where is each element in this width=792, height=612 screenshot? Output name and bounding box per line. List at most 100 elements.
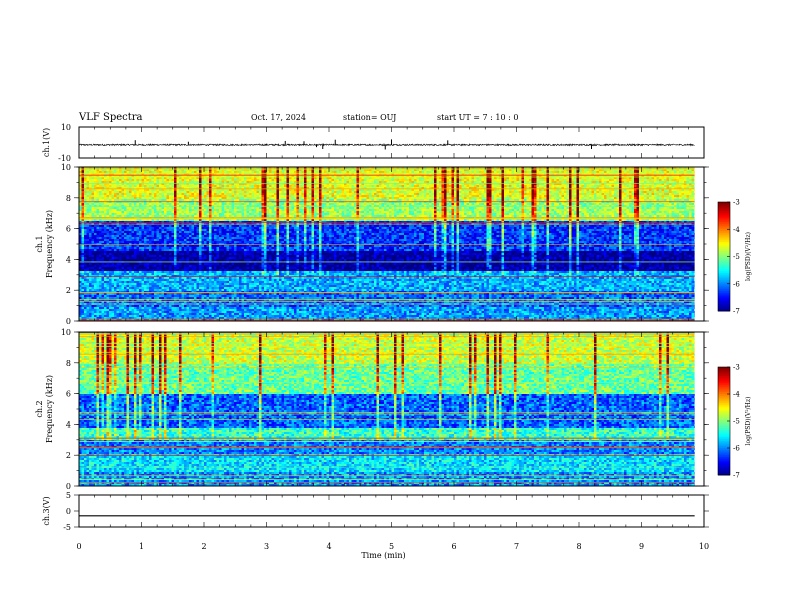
spectrogram-cell [147, 239, 150, 241]
spectrogram-cell [147, 209, 150, 211]
spectrogram-cell [187, 277, 190, 279]
spectrogram-cell [97, 293, 100, 295]
spectrogram-cell [162, 181, 165, 183]
spectrogram-cell [97, 209, 100, 211]
spectrogram-cell [127, 265, 130, 267]
spectrogram-cell [192, 241, 195, 243]
spectrogram-cell [132, 199, 135, 201]
spectrogram-cell [87, 197, 90, 199]
spectrogram-cell [194, 191, 197, 193]
spectrogram-cell [192, 199, 195, 201]
spectrogram-cell [122, 179, 125, 181]
spectrogram-cell [197, 271, 200, 273]
spectrogram-cell [204, 271, 207, 273]
spectrogram-cell [139, 293, 142, 295]
spectrogram-cell [137, 213, 140, 215]
spectrogram-cell [162, 237, 165, 239]
spectrogram-cell [112, 239, 115, 241]
spectrogram-cell [184, 285, 187, 287]
spectrogram-cell [182, 259, 185, 261]
spectrogram-cell [147, 255, 150, 257]
spectrogram-cell [124, 239, 127, 241]
spectrogram-cell [124, 273, 127, 275]
spectrogram-cell [187, 227, 190, 229]
spectrogram-cell [114, 199, 117, 201]
spectrogram-cell [92, 305, 95, 307]
spectrogram-cell [144, 271, 147, 273]
spectrogram-cell [197, 269, 200, 271]
spectrogram-cell [159, 225, 162, 227]
spectrogram-cell [147, 249, 150, 251]
spectrogram-cell [144, 207, 147, 209]
spectrogram-cell [194, 181, 197, 183]
spectrogram-cell [177, 313, 180, 315]
spectrogram-cell [97, 191, 100, 193]
spectrogram-cell [209, 203, 212, 205]
spectrogram-cell [87, 311, 90, 313]
spectrogram-cell [174, 271, 177, 273]
spectrogram-cell [162, 199, 165, 201]
spectrogram-cell [224, 271, 227, 273]
spectrogram-cell [214, 197, 217, 199]
spectrogram-cell [209, 229, 212, 231]
spectrogram-cell [99, 255, 102, 257]
spectrogram-cell [172, 193, 175, 195]
spectrogram-cell [217, 193, 220, 195]
spectrogram-cell [167, 207, 170, 209]
spectrogram-cell [197, 211, 200, 213]
spectrogram-cell [84, 211, 87, 213]
spectrogram-cell [82, 241, 85, 243]
spectrogram-cell [142, 245, 145, 247]
spectrogram-cell [139, 225, 142, 227]
spectrogram-cell [182, 285, 185, 287]
spectrogram-cell [92, 215, 95, 217]
spectrogram-cell [87, 267, 90, 269]
spectrogram-cell [162, 209, 165, 211]
spectrogram-cell [179, 273, 182, 275]
spectrogram-cell [134, 281, 137, 283]
spectrogram-cell [137, 195, 140, 197]
spectrogram-cell [117, 297, 120, 299]
spectrogram-cell [199, 231, 202, 233]
spectrogram-cell [132, 245, 135, 247]
spectrogram-cell [139, 257, 142, 259]
spectrogram-cell [177, 241, 180, 243]
spectrogram-cell [204, 203, 207, 205]
spectrogram-cell [194, 251, 197, 253]
spectrogram-cell [117, 311, 120, 313]
spectrogram-cell [142, 277, 145, 279]
ch1-trace [79, 144, 695, 146]
spectrogram-cell [212, 295, 215, 297]
spectrogram-cell [92, 253, 95, 255]
spectrogram-cell [87, 207, 90, 209]
spectrogram-cell [199, 197, 202, 199]
spectrogram-cell [187, 207, 190, 209]
spectrogram-cell [149, 297, 152, 299]
spectrogram-cell [182, 237, 185, 239]
spectrogram-cell [194, 227, 197, 229]
spectrogram-cell [189, 233, 192, 235]
spectrogram-cell [92, 203, 95, 205]
spectrogram-cell [179, 199, 182, 201]
spectrogram-cell [152, 227, 155, 229]
spectrogram-cell [229, 315, 232, 317]
spectrogram-cell [157, 283, 160, 285]
spectrogram-cell [102, 241, 105, 243]
spectrogram-cell [219, 271, 222, 273]
spectrogram-cell [177, 281, 180, 283]
spectrogram-cell [92, 297, 95, 299]
spectrogram-cell [159, 297, 162, 299]
spectrogram-cell [157, 203, 160, 205]
spectrogram-cell [192, 253, 195, 255]
spectrogram-cell [109, 257, 112, 259]
spectrogram-cell [224, 179, 227, 181]
spectrogram-cell [229, 235, 232, 237]
spectrogram-cell [182, 249, 185, 251]
spectrogram-cell [84, 313, 87, 315]
spectrogram-cell [232, 255, 235, 257]
spectrogram-cell [84, 203, 87, 205]
spectrogram-cell [199, 215, 202, 217]
spectrogram-cell [169, 267, 172, 269]
spectrogram-cell [117, 225, 120, 227]
spectrogram-cell [152, 191, 155, 193]
